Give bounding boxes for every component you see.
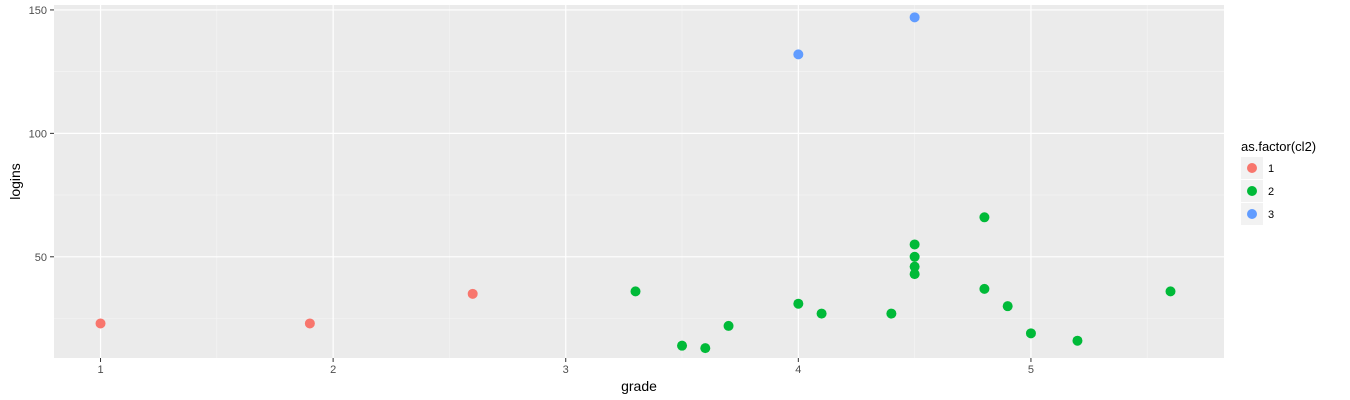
legend-label-3: 3: [1268, 209, 1274, 221]
minor-gridlines: [54, 5, 1224, 358]
axis-ticks: 1 2 3 4 5 50 100 150: [29, 5, 1034, 376]
data-point-series-2: [793, 298, 804, 309]
y-axis-title: logins: [7, 163, 23, 200]
data-points: [95, 12, 1176, 354]
legend-title: as.factor(cl2): [1241, 139, 1316, 154]
legend-marker-3: [1247, 209, 1257, 219]
x-tick-label: 2: [330, 364, 336, 376]
data-point-series-2: [1025, 328, 1036, 339]
data-point-series-2: [1165, 286, 1176, 297]
data-point-series-3: [909, 12, 920, 23]
data-point-series-1: [304, 318, 315, 329]
legend: as.factor(cl2) 1 2 3: [1241, 139, 1316, 225]
data-point-series-2: [909, 269, 920, 280]
data-point-series-2: [1072, 335, 1083, 346]
data-point-series-2: [700, 343, 711, 354]
x-tick-label: 4: [795, 364, 801, 376]
data-point-series-2: [979, 212, 990, 223]
legend-label-1: 1: [1268, 163, 1274, 175]
data-point-series-2: [630, 286, 641, 297]
data-point-series-3: [793, 49, 804, 60]
data-point-series-2: [909, 261, 920, 272]
major-gridlines: [54, 5, 1224, 358]
data-point-series-2: [677, 340, 688, 351]
x-tick-label: 3: [563, 364, 569, 376]
x-tick-label: 5: [1028, 364, 1034, 376]
x-tick-label: 1: [97, 364, 103, 376]
legend-marker-2: [1247, 186, 1257, 196]
plot-panel: [54, 5, 1224, 358]
legend-label-2: 2: [1268, 186, 1274, 198]
y-tick-label: 100: [29, 128, 47, 140]
data-point-series-1: [95, 318, 106, 329]
data-point-series-2: [816, 308, 827, 319]
y-tick-label: 150: [29, 5, 47, 17]
data-point-series-1: [467, 288, 478, 299]
data-point-series-2: [1002, 301, 1013, 312]
data-point-series-2: [723, 320, 734, 331]
data-point-series-2: [909, 239, 920, 250]
legend-marker-1: [1247, 163, 1257, 173]
y-tick-label: 50: [35, 252, 47, 264]
data-point-series-2: [979, 283, 990, 294]
data-point-series-2: [886, 308, 897, 319]
x-axis-title: grade: [621, 378, 657, 394]
data-point-series-2: [909, 251, 920, 262]
